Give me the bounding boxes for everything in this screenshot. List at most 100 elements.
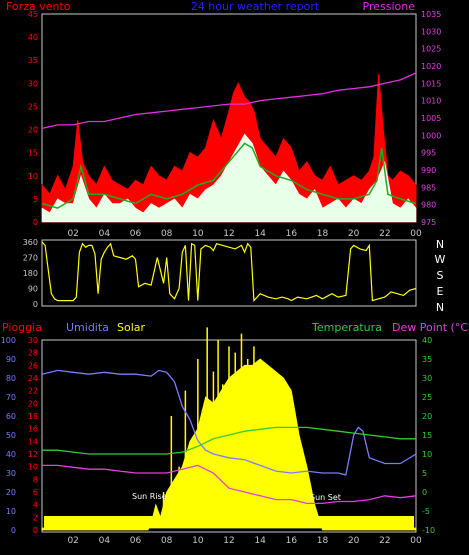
rain-tick-label: 28 (28, 349, 38, 358)
wind-tick-label: 15 (28, 149, 38, 158)
compass-label: N (436, 301, 444, 314)
time-tick-label: 10 (192, 229, 204, 239)
pressure-tick-label: 1035 (421, 10, 441, 19)
direction-axis-ticks: 0 90 180 270 360 (23, 238, 38, 309)
humidity-tick-label: 30 (6, 469, 16, 478)
time-tick-label: 12 (223, 536, 234, 546)
humidity-tick-label: 100 (1, 336, 16, 345)
temperature-tick-label: 30 (422, 374, 432, 383)
rain-axis-label: Pioggia (2, 321, 42, 334)
wind-tick-label: 35 (28, 56, 38, 65)
time-tick-label: 22 (379, 536, 390, 546)
temperature-tick-label: 20 (422, 412, 432, 421)
time-tick-label: 18 (317, 229, 329, 239)
pressure-tick-label: 1025 (421, 45, 441, 54)
direction-tick-label: 90 (28, 285, 38, 294)
wind-max-area (41, 74, 417, 223)
pressure-axis-label: Pressione (363, 0, 416, 13)
direction-tick-label: 270 (23, 254, 38, 263)
pressure-tick-label: 1030 (421, 27, 441, 36)
rain-tick-label: 18 (28, 412, 38, 421)
pressure-tick-label: 980 (421, 201, 436, 210)
pressure-tick-label: 1005 (421, 114, 441, 123)
direction-tick-label: 0 (33, 300, 38, 309)
time-tick-label: 14 (254, 536, 266, 546)
time-tick-label: 14 (254, 229, 266, 239)
humidity-tick-label: 70 (6, 393, 16, 402)
time-tick-label: 20 (348, 229, 360, 239)
rain-tick-label: 2 (33, 513, 38, 522)
time-tick-label: 02 (67, 536, 78, 546)
time-tick-label: 20 (348, 536, 360, 546)
pressure-tick-label: 990 (421, 166, 436, 175)
sunset-label: Sun Set (310, 493, 341, 502)
pressure-tick-label: 975 (421, 218, 436, 227)
humidity-tick-label: 40 (6, 450, 16, 459)
time-tick-label: 16 (286, 536, 298, 546)
temperature-line (42, 426, 416, 455)
direction-tick-label: 180 (23, 269, 38, 278)
humidity-tick-label: 60 (6, 412, 16, 421)
time-tick-label: 06 (130, 229, 142, 239)
time-tick-label: 06 (130, 536, 142, 546)
temperature-tick-label: 35 (422, 355, 432, 364)
time-tick-label: 04 (99, 229, 111, 239)
pressure-tick-label: 985 (421, 183, 436, 192)
temperature-tick-label: 40 (422, 336, 432, 345)
compass-labels: N W S E N (435, 238, 446, 314)
wind-pressure-chart: Forza vento 24 hour weather report Press… (6, 0, 441, 239)
chart-title: 24 hour weather report (191, 0, 320, 13)
rain-tick-label: 12 (28, 450, 38, 459)
time-tick-label: 12 (223, 229, 234, 239)
temperature-tick-label: 5 (422, 469, 427, 478)
solar-axis-label: Solar (117, 321, 146, 334)
time-tick-label: 16 (286, 229, 298, 239)
pressure-line (41, 72, 417, 130)
pressure-tick-label: 1010 (421, 97, 441, 106)
rain-tick-label: 14 (28, 437, 38, 446)
temperature-tick-label: 25 (422, 393, 432, 402)
rain-tick-label: 10 (28, 463, 38, 472)
rain-tick-label: 24 (28, 374, 38, 383)
wind-tick-label: 0 (33, 218, 38, 227)
dewpoint-axis-label: Dew Point (°C) (392, 321, 469, 334)
temperature-tick-label: 0 (422, 488, 427, 497)
temperature-tick-label: -10 (422, 526, 435, 535)
humidity-tick-label: 20 (6, 488, 16, 497)
time-tick-label: 00 (410, 229, 422, 239)
time-tick-label: 10 (192, 536, 204, 546)
time-tick-label: 02 (67, 229, 78, 239)
rain-tick-label: 6 (33, 488, 38, 497)
wind-direction-line (41, 241, 417, 303)
pressure-tick-label: 1000 (421, 131, 441, 140)
wind-tick-label: 10 (28, 172, 38, 181)
wind-axis-ticks: 0 5 10 15 20 25 30 35 40 45 (28, 10, 38, 227)
time-tick-label: 18 (317, 536, 329, 546)
rain-tick-label: 20 (28, 399, 38, 408)
direction-plot-frame (41, 239, 417, 307)
rain-tick-label: 30 (28, 336, 38, 345)
wind-average-line (41, 142, 417, 209)
pressure-tick-label: 1020 (421, 62, 441, 71)
time-tick-label: 08 (161, 536, 173, 546)
humidity-tick-label: 0 (11, 526, 16, 535)
time-tick-label: 08 (161, 229, 173, 239)
humidity-tick-label: 80 (6, 374, 16, 383)
wind-tick-label: 45 (28, 10, 38, 19)
wind-tick-label: 20 (28, 126, 38, 135)
wind-direction-chart: 0 90 180 270 360 N W S E N (23, 238, 446, 314)
dewpoint-line (42, 464, 417, 505)
rain-tick-label: 0 (33, 526, 38, 535)
climate-chart: Pioggia Umidita Solar Temperatura Dew Po… (1, 321, 469, 546)
time-axis-ticks: 02 04 06 08 10 12 14 16 18 20 22 00 (67, 229, 422, 239)
rain-tick-label: 26 (28, 361, 38, 370)
compass-label: N (436, 238, 444, 251)
time-tick-label: 04 (99, 536, 111, 546)
temperature-tick-label: 15 (422, 431, 432, 440)
rain-tick-label: 4 (33, 501, 38, 510)
time-tick-label: 00 (410, 536, 422, 546)
wind-axis-label: Forza vento (6, 0, 71, 13)
wind-tick-label: 25 (28, 102, 38, 111)
